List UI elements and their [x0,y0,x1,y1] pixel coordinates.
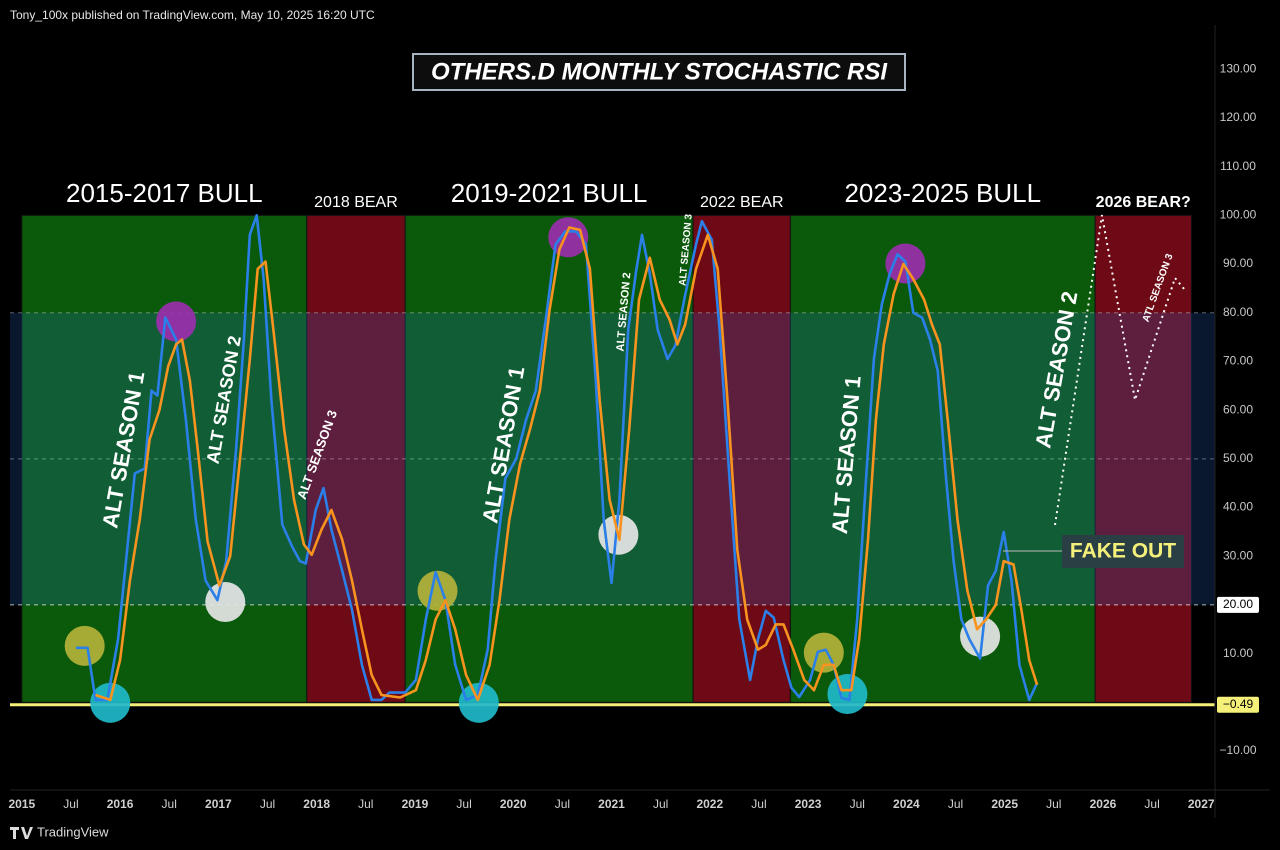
y-tick-label: 40.00 [1223,500,1253,514]
highlight-circle [548,217,589,258]
x-tick-label: 2020 [500,797,527,811]
zone [21,214,308,703]
y-tick-label: −10.00 [1219,743,1256,757]
x-tick-label: 2018 [303,797,330,811]
highlight-circle [90,682,131,723]
x-tick-label: Jul [850,797,865,811]
level-badge-label: 20.00 [1223,597,1253,611]
x-tick-label: 2021 [598,797,625,811]
x-tick-label: Jul [1046,797,1061,811]
callout-box [1062,535,1184,568]
level-badge [1217,596,1259,613]
highlight-circle [156,301,197,342]
x-tick-label: 2016 [107,797,134,811]
y-tick-label: 30.00 [1223,548,1253,562]
zone-label: 2026 BEAR? [1096,194,1191,211]
x-tick-label: 2026 [1090,797,1117,811]
zone-label: 2018 BEAR [314,194,398,211]
x-tick-label: 2025 [991,797,1018,811]
highlight-circle [205,582,246,623]
x-tick-label: Jul [1144,797,1159,811]
zone-label: 2023-2025 BULL [844,178,1041,208]
highlight-circle [960,616,1001,657]
y-tick-label: 110.00 [1220,159,1256,173]
zone [789,214,1096,703]
x-tick-label: Jul [260,797,275,811]
x-tick-label: Jul [456,797,471,811]
highlight-circle [417,570,458,611]
price-badge [1217,696,1259,713]
x-tick-label: 2022 [696,797,723,811]
y-tick-label: 10.00 [1223,646,1253,660]
plot-layer: 2015-2017 BULL 2018 BEAR 2019-2021 BULL 202… [10,178,1215,723]
y-tick-label: 70.00 [1223,354,1253,368]
highlight-circle [458,682,499,723]
x-tick-label: Jul [63,797,78,811]
x-tick-label: Jul [751,797,766,811]
y-tick-label: 100.00 [1220,207,1257,221]
y-tick-label: 130.00 [1220,61,1257,75]
y-tick-label: 50.00 [1223,451,1253,465]
price-badge-label: −0.49 [1223,697,1254,711]
zone-label: 2022 BEAR [700,194,784,211]
x-tick-label: Jul [358,797,373,811]
zone [1094,214,1192,703]
x-tick-label: 2017 [205,797,232,811]
highlight-circle [827,674,868,715]
zone-label: 2019-2021 BULL [451,178,648,208]
series-line [95,226,1039,702]
x-tick-label: 2024 [893,797,920,811]
x-tick-label: 2015 [8,797,35,811]
header-text: Tony_100x published on TradingView.com, … [10,8,375,22]
x-tick-label: 2019 [402,797,429,811]
x-tick-label: Jul [653,797,668,811]
zone [306,214,406,703]
y-tick-label: 90.00 [1223,256,1253,270]
callout-text: FAKE OUT [1070,540,1176,563]
zone-label: 2015-2017 BULL [66,178,263,208]
chart-title: OTHERS.D MONTHLY STOCHASTIC RSI [431,58,888,85]
title-box [412,53,906,91]
x-tick-label: Jul [162,797,177,811]
x-tick-label: 2023 [795,797,822,811]
highlight-circle [64,625,105,666]
footer-text: TradingView [37,824,109,839]
logo [10,827,33,839]
series-line [75,214,1039,702]
x-tick-label: Jul [948,797,963,811]
y-tick-label: 80.00 [1223,305,1253,319]
y-tick-label: 60.00 [1223,402,1253,416]
y-tick-label: 120.00 [1220,110,1257,124]
x-tick-label: Jul [555,797,570,811]
x-tick-label: 2027 [1188,797,1215,811]
